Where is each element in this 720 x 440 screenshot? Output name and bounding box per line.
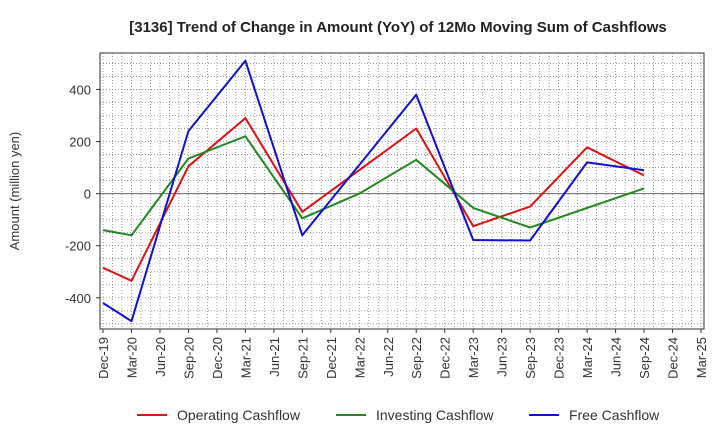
y-axis-ticks: -400 -200 0 200 400 [65, 82, 100, 306]
legend: Operating Cashflow Investing Cashflow Free… [137, 407, 660, 423]
x-tick-label: Mar-22 [352, 337, 367, 378]
chart-title: [3136] Trend of Change in Amount (YoY) o… [129, 19, 667, 36]
series-line-investing-cashflow [102, 135, 645, 237]
y-tick-label: 400 [69, 82, 91, 97]
legend-label-investing-cashflow: Investing Cashflow [376, 407, 494, 423]
x-tick-label: Sep-23 [523, 337, 538, 379]
x-tick-label: Jun-22 [381, 337, 396, 377]
legend-label-operating-cashflow: Operating Cashflow [177, 407, 301, 423]
x-tick-label: Dec-21 [324, 337, 339, 379]
y-tick-label: -400 [65, 291, 91, 306]
plot-frame [99, 52, 705, 330]
x-tick-label: Sep-22 [409, 337, 424, 379]
x-tick-label: Sep-20 [181, 337, 196, 379]
x-axis-ticks: Dec-19 Mar-20 Jun-20 Sep-20 Dec-20 Mar-21 Jun-… [96, 329, 709, 379]
x-tick-label: Sep-24 [637, 337, 652, 379]
x-tick-label: Dec-22 [438, 337, 453, 379]
series-lines [102, 59, 645, 323]
y-tick-label: 200 [69, 135, 91, 150]
x-tick-label: Dec-19 [96, 337, 111, 379]
x-tick-label: Mar-20 [124, 337, 139, 378]
x-tick-label: Dec-23 [552, 337, 567, 379]
y-tick-label: 0 [84, 187, 91, 202]
x-tick-label: Mar-24 [580, 337, 595, 378]
plot-grid [100, 53, 704, 329]
series-line-free-cashflow [102, 59, 645, 323]
legend-label-free-cashflow: Free Cashflow [569, 407, 660, 423]
x-tick-label: Dec-24 [666, 337, 681, 379]
x-tick-label: Dec-20 [210, 337, 225, 379]
x-tick-label: Mar-21 [238, 337, 253, 378]
x-tick-label: Mar-25 [694, 337, 709, 378]
x-tick-label: Jun-20 [153, 337, 168, 377]
x-tick-label: Jun-23 [495, 337, 510, 377]
x-tick-label: Sep-21 [295, 337, 310, 379]
x-tick-label: Jun-21 [267, 337, 282, 377]
y-axis-label: Amount (million yen) [7, 132, 22, 251]
x-tick-label: Jun-24 [609, 337, 624, 377]
x-tick-label: Mar-23 [466, 337, 481, 378]
y-tick-label: -200 [65, 239, 91, 254]
